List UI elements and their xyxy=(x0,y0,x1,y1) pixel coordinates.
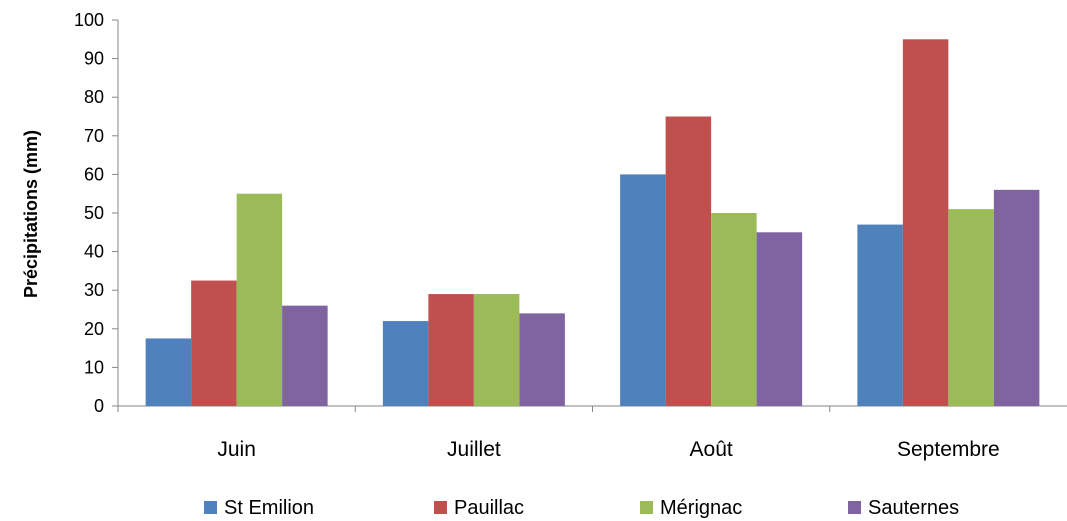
bar-pauillac-juillet xyxy=(428,294,474,406)
bar-st-emilion-ao-t xyxy=(620,174,666,406)
y-tick-label: 50 xyxy=(84,203,104,223)
y-tick-label: 0 xyxy=(94,396,104,416)
category-labels: Juin Juillet Août Septembre xyxy=(117,406,1000,461)
legend: St Emilion Pauillac Mérignac Sauternes xyxy=(204,497,959,519)
legend-swatch xyxy=(434,501,447,514)
y-axis-label-group: Précipitations (mm) xyxy=(21,130,41,298)
x-category-label: Septembre xyxy=(897,438,1000,461)
legend-label: Mérignac xyxy=(660,497,742,519)
y-tick-label: 10 xyxy=(84,357,104,377)
bar-sauternes-septembre xyxy=(993,189,1040,406)
bar-sauternes-juillet xyxy=(519,313,565,406)
bar-m-rignac-juillet xyxy=(473,294,520,406)
y-tick-label: 40 xyxy=(84,242,104,262)
y-tick-label: 70 xyxy=(84,126,104,146)
bar-m-rignac-ao-t xyxy=(711,213,757,406)
bar-pauillac-ao-t xyxy=(665,116,712,406)
bar-st-emilion-septembre xyxy=(857,224,903,406)
y-tick-label: 60 xyxy=(84,164,104,184)
y-tick-label: 90 xyxy=(84,49,104,69)
bar-m-rignac-septembre xyxy=(948,209,994,406)
legend-label: Pauillac xyxy=(454,497,524,519)
x-category-label: Juin xyxy=(217,438,256,461)
y-tick-label: 20 xyxy=(84,319,104,339)
bar-pauillac-juin xyxy=(191,280,237,406)
legend-label: St Emilion xyxy=(224,497,314,519)
x-category-label: Août xyxy=(690,438,733,461)
bars xyxy=(145,39,1040,407)
bar-st-emilion-juin xyxy=(145,338,192,406)
legend-swatch xyxy=(640,501,653,514)
bar-st-emilion-juillet xyxy=(382,321,429,406)
y-axis-label: Précipitations (mm) xyxy=(21,130,41,298)
legend-swatch xyxy=(848,501,861,514)
bar-sauternes-ao-t xyxy=(756,232,803,406)
y-tick-label: 30 xyxy=(84,280,104,300)
y-ticks: 0 10 20 30 40 50 60 70 80 90 100 xyxy=(74,10,118,416)
legend-swatch xyxy=(204,501,217,514)
y-tick-label: 80 xyxy=(84,87,104,107)
bar-m-rignac-juin xyxy=(236,193,283,406)
x-category-label: Juillet xyxy=(447,438,501,461)
y-tick-label: 100 xyxy=(74,10,104,30)
bar-sauternes-juin xyxy=(282,305,328,406)
bar-pauillac-septembre xyxy=(902,39,949,407)
legend-label: Sauternes xyxy=(868,497,959,519)
